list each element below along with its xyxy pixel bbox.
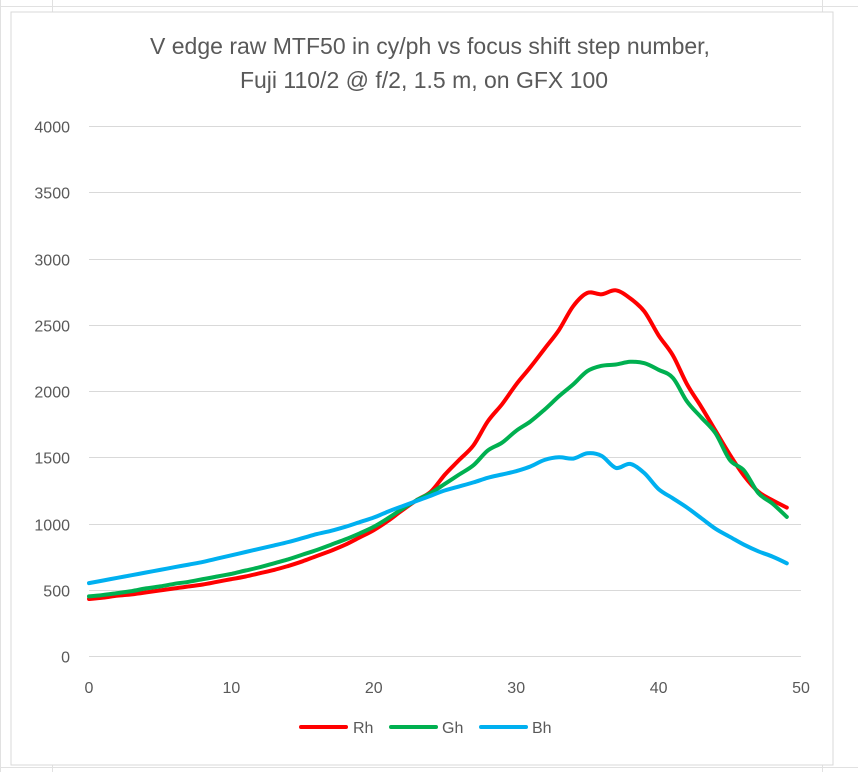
y-tick-label: 2000 [34, 385, 70, 402]
legend[interactable]: Rh Gh Bh [299, 720, 552, 737]
y-tick-label: 3000 [34, 253, 70, 270]
series-line-gh[interactable] [87, 359, 789, 599]
y-tick-label: 4000 [34, 120, 70, 137]
chart-area[interactable] [10, 11, 834, 766]
x-tick-label: 30 [507, 680, 525, 697]
x-tick-label: 10 [223, 680, 241, 697]
x-axis-tick-labels: 0 10 20 30 40 50 [85, 680, 810, 697]
legend-label-rh: Rh [353, 720, 373, 737]
series-line-bh[interactable] [87, 451, 789, 586]
y-tick-label: 0 [61, 650, 70, 667]
y-tick-label: 2500 [34, 319, 70, 336]
y-axis-tick-labels: 0 500 1000 1500 2000 2500 3000 3500 4000 [34, 120, 70, 667]
legend-label-gh: Gh [442, 720, 463, 737]
x-tick-label: 20 [365, 680, 383, 697]
y-tick-label: 500 [43, 584, 70, 601]
y-tick-label: 3500 [34, 186, 70, 203]
y-tick-label: 1000 [34, 518, 70, 535]
x-tick-label: 40 [650, 680, 668, 697]
chart-title-line-2: Fuji 110/2 @ f/2, 1.5 m, on GFX 100 [240, 67, 608, 93]
x-tick-label: 50 [792, 680, 810, 697]
y-tick-label: 1500 [34, 451, 70, 468]
series-line-rh[interactable] [87, 288, 789, 601]
plot-series [87, 288, 789, 601]
legend-label-bh: Bh [532, 720, 552, 737]
x-tick-label: 0 [85, 680, 94, 697]
chart-title-line-1: V edge raw MTF50 in cy/ph vs focus shift… [150, 33, 710, 59]
